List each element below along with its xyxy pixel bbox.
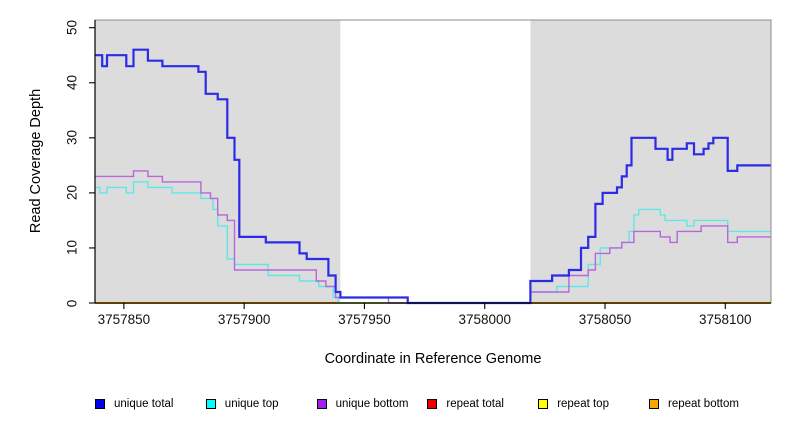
legend-swatch-icon bbox=[538, 399, 549, 409]
legend-item-unique-bottom: unique bottom bbox=[316, 396, 409, 412]
y-tick-label: 30 bbox=[64, 130, 80, 146]
y-tick-label: 10 bbox=[64, 240, 80, 256]
legend-swatch-icon bbox=[95, 399, 105, 409]
legend-label: unique total bbox=[114, 398, 174, 410]
x-axis-title: Coordinate in Reference Genome bbox=[324, 351, 542, 367]
legend-item-repeat-top: repeat top bbox=[538, 396, 609, 412]
y-tick-label: 40 bbox=[64, 75, 80, 91]
y-tick-label: 20 bbox=[64, 185, 80, 201]
legend-item-repeat-total: repeat total bbox=[427, 396, 504, 412]
x-tick-label: 3757950 bbox=[338, 312, 391, 327]
series-line-unique-total bbox=[95, 48, 771, 305]
legend-item-unique-top: unique top bbox=[205, 396, 279, 412]
legend-swatch-icon bbox=[316, 399, 327, 409]
legend-label: unique bottom bbox=[335, 398, 409, 410]
x-tick-label: 3758000 bbox=[458, 312, 511, 327]
legend-swatch-icon bbox=[649, 399, 659, 409]
legend-label: repeat top bbox=[557, 398, 609, 410]
x-tick-label: 3758050 bbox=[578, 312, 632, 327]
y-tick-label: 50 bbox=[64, 20, 80, 36]
masked-region bbox=[340, 20, 531, 303]
x-tick-label: 3757900 bbox=[217, 312, 271, 327]
legend-label: unique top bbox=[224, 398, 279, 410]
legend-label: repeat bottom bbox=[668, 398, 739, 410]
y-tick-label: 0 bbox=[64, 299, 80, 307]
x-tick-label: 3758100 bbox=[699, 312, 752, 327]
series-line-unique-top bbox=[95, 181, 771, 304]
legend-swatch-icon bbox=[205, 399, 216, 409]
legend-item-repeat-bottom: repeat bottom bbox=[649, 396, 739, 412]
legend-item-unique-total: unique total bbox=[95, 396, 173, 412]
legend-label: repeat total bbox=[446, 398, 504, 410]
y-axis-title: Read Coverage Depth bbox=[28, 88, 44, 234]
x-tick-label: 3757850 bbox=[97, 312, 151, 327]
legend-swatch-icon bbox=[427, 399, 438, 409]
